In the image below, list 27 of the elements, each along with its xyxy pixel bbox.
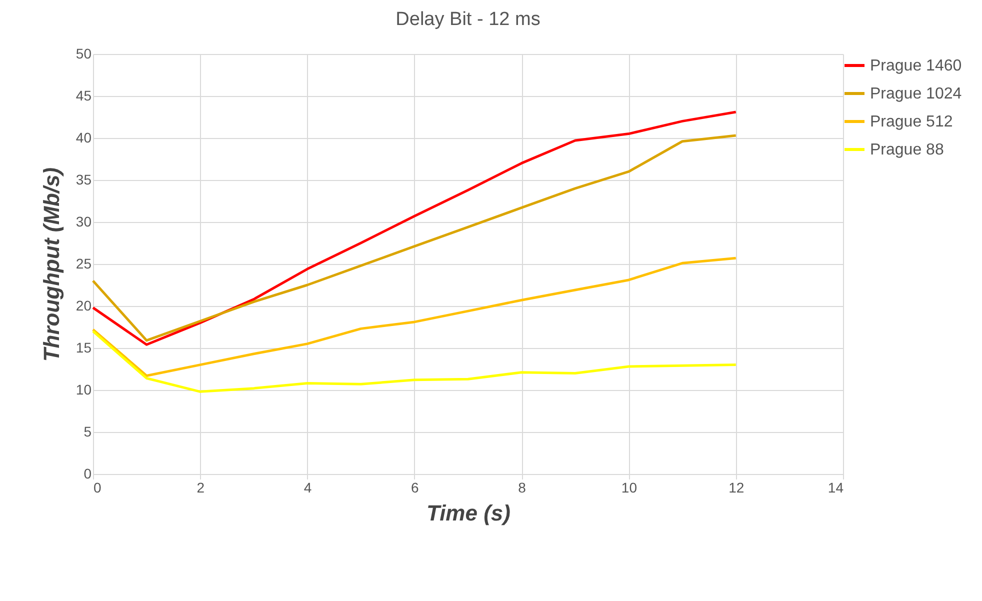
y-tick-label: 0: [84, 466, 92, 482]
x-tick-label: 10: [621, 480, 638, 496]
x-axis-title: Time (s): [426, 500, 510, 526]
y-tick-label: 30: [76, 214, 92, 230]
y-tick-label: 25: [76, 256, 92, 272]
legend-label: Prague 88: [870, 142, 944, 158]
x-tick-label: 8: [518, 480, 526, 496]
y-tick-label: 40: [76, 130, 92, 146]
y-tick-label: 15: [76, 340, 92, 356]
legend-label: Prague 1460: [870, 58, 962, 74]
line-series: [92, 256, 738, 377]
y-tick-label: 35: [76, 172, 92, 188]
line-series: [92, 330, 738, 393]
x-tick-label: 12: [728, 480, 744, 496]
y-axis-title: Throughput (Mb/s): [38, 167, 64, 362]
x-tick-label: 4: [304, 480, 312, 496]
legend-label: Prague 512: [870, 114, 953, 130]
x-tick-label: 2: [196, 480, 205, 496]
y-tick-label: 10: [76, 382, 92, 398]
y-tick-label: 45: [76, 88, 92, 104]
y-tick-label: 20: [76, 298, 92, 314]
y-tick-label: 5: [84, 424, 92, 440]
x-tick-label: 6: [411, 480, 420, 496]
chart-title: Delay Bit - 12 ms: [396, 9, 540, 30]
x-tick-label: 14: [828, 480, 844, 496]
legend-label: Prague 1024: [870, 86, 962, 102]
y-tick-label: 50: [76, 46, 92, 62]
